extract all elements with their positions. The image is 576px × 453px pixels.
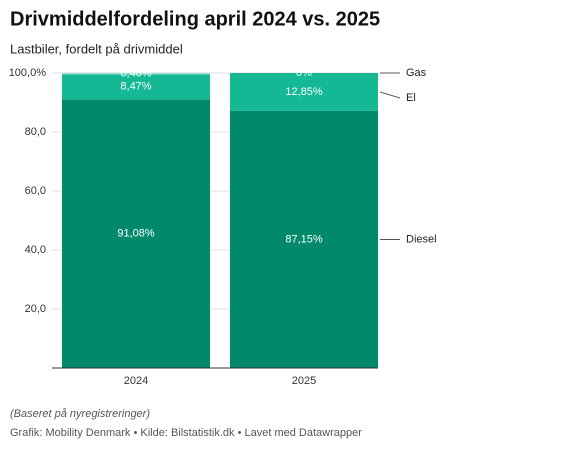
x-tick-label: 2024	[124, 375, 148, 387]
legend-label: Diesel	[406, 233, 437, 245]
y-tick-label: 40,0	[25, 244, 46, 256]
value-label: 12,85%	[285, 86, 323, 98]
chart-subtitle: Lastbiler, fordelt på drivmiddel	[10, 41, 183, 56]
y-tick-label: 20,0	[25, 303, 46, 315]
x-tick-label: 2025	[292, 375, 316, 387]
bar-segment	[230, 73, 378, 111]
y-tick-label: 60,0	[25, 185, 46, 197]
value-label: 0,46%	[120, 68, 151, 80]
value-label: 91,08%	[117, 228, 155, 240]
legend-label: Gas	[406, 67, 427, 79]
value-label: 0%	[296, 67, 312, 79]
bar-segment	[62, 72, 210, 75]
value-label: 87,15%	[285, 233, 323, 245]
value-label: 8,47%	[120, 81, 151, 93]
source: Grafik: Mobility Denmark • Kilde: Bilsta…	[10, 427, 362, 439]
bar-segment	[62, 99, 210, 369]
legend-leader	[379, 91, 401, 99]
y-tick-label: 80,0	[25, 126, 46, 138]
chart-title: Drivmiddelfordeling april 2024 vs. 2025	[10, 8, 380, 30]
y-tick-label: 100,0%	[9, 67, 47, 79]
bar-segment	[62, 74, 210, 100]
legend-label: El	[406, 92, 416, 104]
note: (Baseret på nyregistreringer)	[10, 408, 150, 420]
bar-segment	[230, 110, 378, 368]
